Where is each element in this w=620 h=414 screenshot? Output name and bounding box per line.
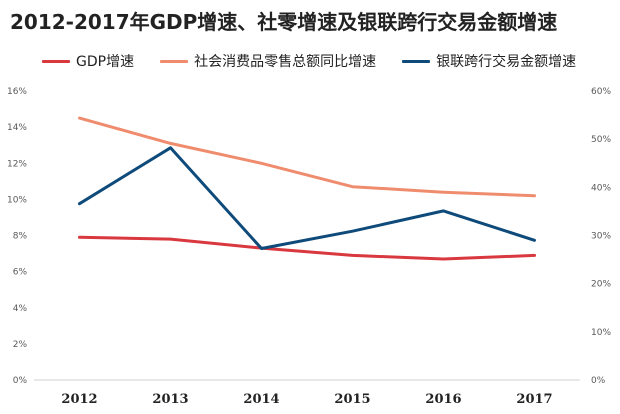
- legend-item-gdp: GDP增速: [42, 51, 134, 71]
- y-left-tick-label: 12%: [7, 159, 27, 169]
- legend-label-retail: 社会消费品零售总额同比增速: [194, 54, 377, 70]
- legend-swatch-retail: [160, 59, 189, 63]
- legend-item-retail: 社会消费品零售总额同比增速: [160, 51, 376, 71]
- x-tick-label: 2015: [334, 392, 370, 407]
- y-left-tick-label: 2%: [13, 340, 28, 350]
- y-left-tick-label: 4%: [13, 304, 28, 314]
- y-left-tick-label: 10%: [7, 195, 27, 205]
- series-line-0: [78, 235, 536, 261]
- legend-swatch-unionpay: [402, 59, 431, 63]
- y-right-tick-label: 60%: [591, 87, 611, 97]
- y-right-tick-label: 10%: [591, 328, 611, 338]
- series-line-1: [78, 116, 536, 198]
- y-left-tick-label: 6%: [13, 268, 28, 278]
- legend-swatch-gdp: [42, 59, 70, 63]
- y-right-tick-label: 30%: [591, 232, 611, 242]
- y-right-tick-label: 50%: [591, 135, 611, 145]
- chart-lines: [78, 116, 536, 261]
- chart-axes: 0% 2% 4% 6% 8% 10% 12% 14% 16% 0% 10% 20% 30% 40% 50% 6…: [7, 87, 611, 407]
- series-line-2: [78, 146, 536, 250]
- legend: GDP增速 社会消费品零售总额同比增速 银联跨行交易金额增速: [42, 50, 602, 72]
- legend-label-unionpay: 银联跨行交易金额增速: [436, 54, 577, 70]
- x-tick-label: 2013: [152, 392, 188, 407]
- chart-title: 2012-2017年GDP增速、社零增速及银联跨行交易金额增速: [10, 10, 558, 34]
- x-tick-label: 2014: [243, 392, 279, 407]
- x-tick-label: 2017: [516, 392, 552, 407]
- y-left-tick-label: 0%: [13, 376, 28, 386]
- y-left-tick-label: 8%: [13, 232, 28, 242]
- y-right-tick-label: 0%: [591, 376, 606, 386]
- y-left-tick-label: 16%: [7, 87, 27, 97]
- y-left-tick-label: 14%: [7, 123, 27, 133]
- legend-label-gdp: GDP增速: [76, 54, 135, 70]
- y-right-tick-label: 40%: [591, 183, 611, 193]
- x-tick-label: 2012: [61, 392, 97, 407]
- y-right-tick-label: 20%: [591, 280, 611, 290]
- legend-item-unionpay: 银联跨行交易金额增速: [402, 51, 576, 71]
- x-tick-label: 2016: [425, 392, 461, 407]
